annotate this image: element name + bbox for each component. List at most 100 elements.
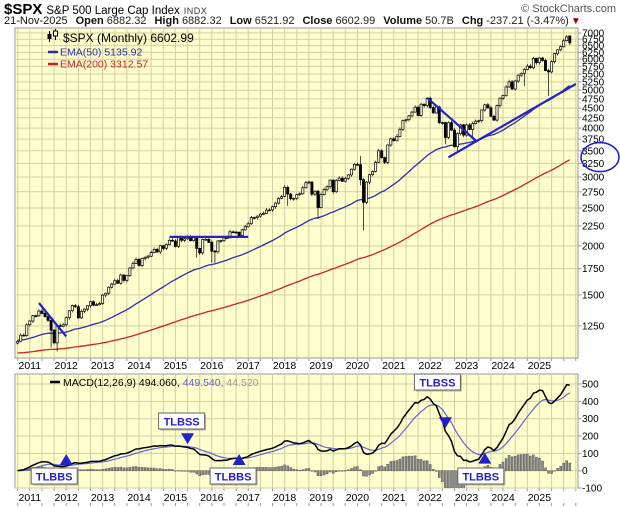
svg-text:1750: 1750 bbox=[582, 264, 605, 275]
svg-text:2016: 2016 bbox=[200, 360, 224, 372]
svg-text:4750: 4750 bbox=[582, 94, 605, 105]
signal-flags: TLBBS TLBSS TLBBS TLBSS TLBBS bbox=[30, 373, 506, 486]
svg-text:2019: 2019 bbox=[309, 492, 333, 504]
svg-text:$SPX (Monthly) 6602.99: $SPX (Monthly) 6602.99 bbox=[63, 31, 194, 45]
svg-text:-100: -100 bbox=[582, 484, 602, 495]
svg-text:2021: 2021 bbox=[382, 492, 406, 504]
svg-text:100: 100 bbox=[582, 449, 599, 460]
trendline-annotations bbox=[38, 83, 577, 338]
index-name: S&P 500 Large Cap Index bbox=[46, 5, 180, 17]
svg-text:2018: 2018 bbox=[273, 360, 297, 372]
svg-text:2016: 2016 bbox=[200, 492, 224, 504]
svg-text:2012: 2012 bbox=[55, 360, 79, 372]
svg-text:2500: 2500 bbox=[582, 204, 605, 215]
svg-text:1250: 1250 bbox=[582, 321, 605, 332]
svg-text:2012: 2012 bbox=[55, 492, 79, 504]
svg-text:1500: 1500 bbox=[582, 290, 605, 301]
svg-text:4250: 4250 bbox=[582, 113, 605, 124]
svg-text:3750: 3750 bbox=[582, 135, 605, 146]
svg-text:2023: 2023 bbox=[455, 360, 479, 372]
svg-text:2011: 2011 bbox=[19, 492, 42, 504]
svg-text:3250: 3250 bbox=[582, 159, 605, 170]
svg-text:2024: 2024 bbox=[491, 492, 515, 504]
svg-text:7000: 7000 bbox=[582, 29, 605, 40]
svg-text:2022: 2022 bbox=[419, 360, 443, 372]
svg-text:3000: 3000 bbox=[582, 173, 605, 184]
svg-text:2023: 2023 bbox=[455, 492, 479, 504]
svg-text:400: 400 bbox=[582, 397, 599, 408]
svg-text:2024: 2024 bbox=[491, 360, 515, 372]
low-label: Low bbox=[229, 15, 252, 27]
svg-text:2015: 2015 bbox=[164, 360, 188, 372]
chg-label: Chg bbox=[461, 15, 484, 27]
price-axis: 7000675065006250600057505500525050004750… bbox=[15, 29, 605, 332]
svg-text:6750: 6750 bbox=[582, 35, 605, 46]
svg-text:2020: 2020 bbox=[346, 360, 370, 372]
svg-text:6500: 6500 bbox=[582, 41, 605, 52]
volume-value: 50.7B bbox=[425, 15, 454, 27]
svg-text:300: 300 bbox=[582, 414, 599, 425]
svg-text:200: 200 bbox=[582, 432, 599, 443]
quote-date: 21-Nov-2025 bbox=[4, 15, 68, 27]
svg-text:2018: 2018 bbox=[273, 492, 297, 504]
x-axis-years: 2011 2011 2012 2012 2013 2013 2014 2014 2015 2015… bbox=[19, 360, 552, 504]
exchange-label: INDX bbox=[183, 6, 208, 16]
axis-highlight-ellipse bbox=[580, 141, 620, 173]
low-value: 6521.92 bbox=[254, 15, 295, 27]
svg-text:5000: 5000 bbox=[582, 86, 605, 97]
svg-text:3500: 3500 bbox=[582, 146, 605, 157]
svg-text:2250: 2250 bbox=[582, 221, 605, 232]
close-value: 6602.99 bbox=[335, 15, 376, 27]
svg-text:2019: 2019 bbox=[309, 360, 333, 372]
svg-text:EMA(50) 5135.92: EMA(50) 5135.92 bbox=[60, 47, 142, 59]
volume-label: Volume bbox=[383, 15, 423, 27]
candlestick-series bbox=[16, 34, 572, 352]
svg-text:2017: 2017 bbox=[237, 360, 261, 372]
svg-text:2015: 2015 bbox=[164, 492, 188, 504]
svg-text:EMA(200) 3312.57: EMA(200) 3312.57 bbox=[60, 59, 148, 71]
macd-legend: MACD(12,26,9) 494.060, 449.540, 44.520 bbox=[63, 377, 259, 389]
svg-text:6000: 6000 bbox=[582, 55, 605, 66]
svg-text:6250: 6250 bbox=[582, 48, 605, 59]
svg-text:5500: 5500 bbox=[582, 70, 605, 81]
quote-summary-row: 21-Nov-2025 Open 6882.32 High 6882.32 Low 6521… bbox=[4, 15, 616, 28]
svg-text:2021: 2021 bbox=[382, 360, 406, 372]
svg-text:2025: 2025 bbox=[528, 360, 552, 372]
svg-text:2750: 2750 bbox=[582, 187, 605, 198]
svg-text:2000: 2000 bbox=[582, 242, 605, 253]
svg-text:2017: 2017 bbox=[237, 492, 261, 504]
open-label: Open bbox=[75, 15, 104, 27]
main-panel: 7000675065006250600057505500525050004750… bbox=[14, 27, 620, 506]
svg-text:TLBBS: TLBBS bbox=[215, 472, 252, 484]
svg-text:2013: 2013 bbox=[91, 492, 115, 504]
high-label: High bbox=[154, 15, 179, 27]
open-value: 6882.32 bbox=[106, 15, 147, 27]
svg-text:TLBBS: TLBBS bbox=[36, 472, 73, 484]
svg-text:0: 0 bbox=[582, 466, 588, 477]
stockcharts-watermark: © StockCharts.com bbox=[521, 3, 616, 15]
chart-header: $SPX S&P 500 Large Cap Index INDX © StockC… bbox=[4, 1, 616, 18]
svg-text:TLBSS: TLBSS bbox=[419, 378, 455, 390]
svg-text:2022: 2022 bbox=[419, 492, 443, 504]
svg-text:2014: 2014 bbox=[127, 492, 151, 504]
change-down-arrow-icon: ▼ bbox=[570, 16, 581, 27]
svg-text:500: 500 bbox=[582, 380, 599, 391]
svg-text:2025: 2025 bbox=[528, 492, 552, 504]
close-label: Close bbox=[302, 15, 333, 27]
chg-value: -237.21 (-3.47%) bbox=[486, 15, 569, 27]
candlestick-icon bbox=[47, 29, 58, 42]
price-legend: $SPX (Monthly) 6602.99 EMA(50) 5135.92EMA… bbox=[47, 29, 194, 71]
svg-text:2020: 2020 bbox=[346, 492, 370, 504]
svg-text:4500: 4500 bbox=[582, 104, 605, 115]
svg-text:5750: 5750 bbox=[582, 62, 605, 73]
svg-text:4000: 4000 bbox=[582, 124, 605, 135]
macd-panel: MACD(12,26,9) 494.060, 449.540, 44.520TL… bbox=[17, 373, 572, 488]
svg-text:2013: 2013 bbox=[91, 360, 115, 372]
svg-text:2014: 2014 bbox=[127, 360, 151, 372]
svg-text:TLBBS: TLBBS bbox=[462, 472, 499, 484]
ticker-symbol: $SPX bbox=[4, 1, 43, 18]
svg-text:TLBSS: TLBSS bbox=[164, 417, 200, 429]
svg-text:2011: 2011 bbox=[19, 360, 42, 372]
